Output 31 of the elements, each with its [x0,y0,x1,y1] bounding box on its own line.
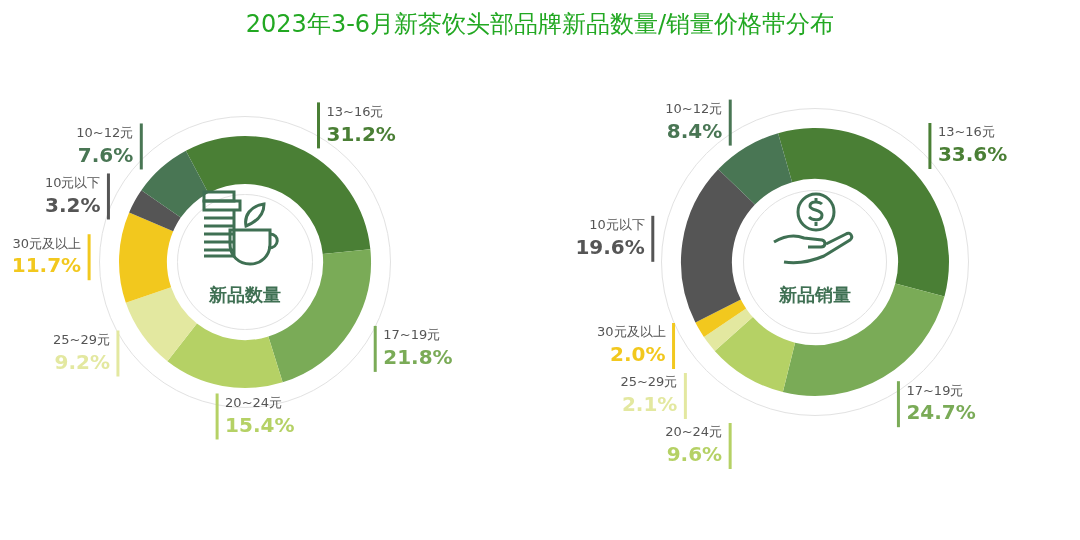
data-label: 2.1% [621,392,678,417]
data-label: 2.0% [610,342,666,367]
slice-label: 13~16元 [937,124,995,140]
slice-label: 10元以下 [44,174,101,190]
data-label: 8.4% [666,118,723,143]
data-label: 3.2% [44,192,101,217]
slice-label: 25~29元 [620,374,678,390]
data-label: 19.6% [575,235,645,260]
slice-label: 20~24元 [665,424,723,440]
data-label: 9.2% [54,349,110,374]
data-label: 33.6% [937,142,1008,167]
slice-label: 17~19元 [906,382,964,398]
data-label: 9.6% [666,442,723,467]
data-label: 15.4% [225,412,295,437]
text: 新品销量 [778,283,851,305]
data-label: 24.7% [906,400,976,425]
text: 2023年3-6月新茶饮头部品牌新品数量/销量价格带分布 [244,9,836,40]
data-label: 21.8% [383,345,453,370]
slice-label: 17~19元 [383,327,441,343]
slice-label: 10元以下 [589,217,645,233]
text: 新品数量 [208,283,281,305]
data-label: 11.7% [11,253,82,278]
slice-label: 20~24元 [225,394,283,410]
slice-label: 10~12元 [76,124,134,140]
slice-label: 13~16元 [326,103,384,119]
slice-label: 10~12元 [665,100,723,116]
data-label: 7.6% [77,142,134,167]
slice-label: 30元及以上 [12,235,82,251]
data-label: 31.2% [326,121,396,146]
slice-label: 25~29元 [52,331,110,347]
slice-label: 30元及以上 [597,324,666,340]
